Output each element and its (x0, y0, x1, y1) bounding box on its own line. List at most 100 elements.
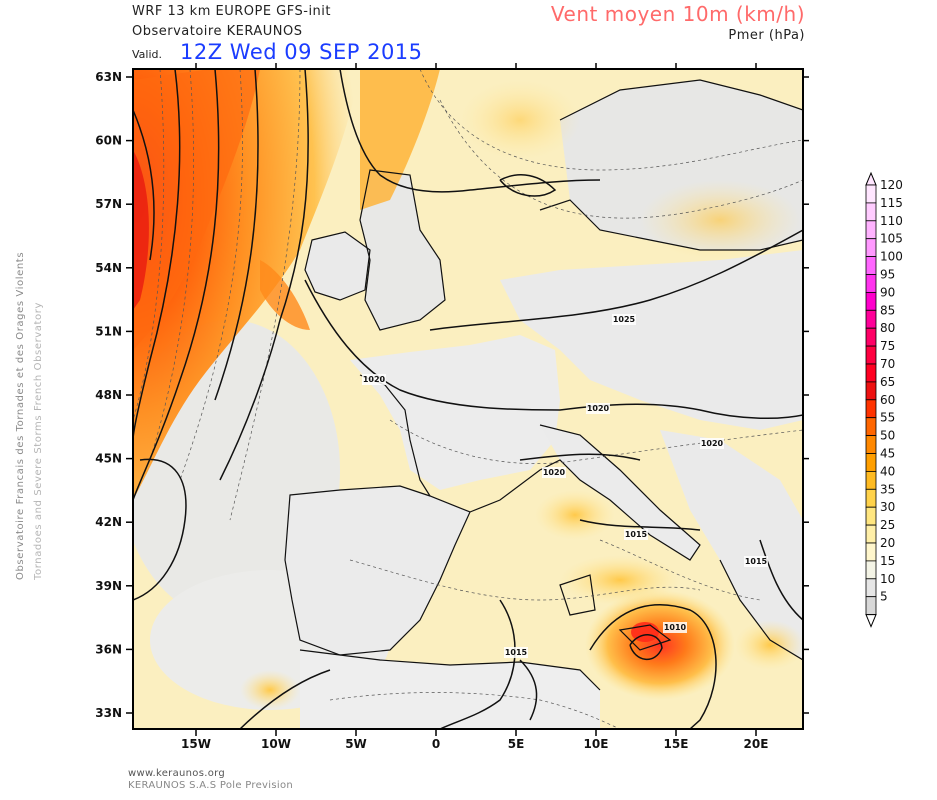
colorbar-swatch (865, 274, 877, 293)
colorbar-label: 100 (880, 250, 903, 264)
isobar-label: 1020 (587, 404, 610, 413)
colorbar-label: 120 (880, 178, 903, 192)
colorbar-swatch (865, 291, 877, 311)
colorbar-label: 70 (880, 357, 895, 371)
lon-label: 5E (508, 737, 525, 751)
colorbar-swatch (865, 363, 877, 383)
latitude-axis: 63N 60N 57N 54N 51N 48N 45N 42N 39N 36N 33N (95, 70, 809, 720)
isobar-label: 1020 (701, 439, 724, 448)
lat-label: 39N (95, 579, 122, 593)
colorbar-label: 60 (880, 393, 895, 407)
lat-label: 36N (95, 642, 122, 656)
footer-company: KERAUNOS S.A.S Pole Prevision (128, 780, 293, 791)
coastlines (284, 79, 803, 691)
colorbar-label: 45 (880, 447, 895, 461)
colorbar-label: 85 (880, 303, 895, 317)
valid-date: 12Z Wed 09 SEP 2015 (180, 40, 423, 64)
isobar-label: 1010 (664, 623, 687, 632)
colorbar-label: 50 (880, 429, 895, 443)
colorbar: 1201151101051009590858075706560555045403… (865, 171, 903, 628)
colorbar-swatch (865, 453, 877, 472)
colorbar-swatch (865, 309, 877, 329)
lat-label: 33N (95, 706, 122, 720)
colorbar-label: 55 (880, 411, 895, 425)
colorbar-swatch (865, 184, 877, 204)
colorbar-label: 30 (880, 500, 895, 514)
colorbar-label: 35 (880, 482, 895, 496)
france (350, 335, 560, 490)
colorbar-label: 5 (880, 590, 888, 604)
colorbar-swatch (865, 506, 877, 526)
colorbar-label: 115 (880, 196, 903, 210)
lat-label: 57N (95, 197, 122, 211)
colorbar-swatch (865, 381, 877, 401)
colorbar-label: 110 (880, 214, 903, 228)
lon-label: 0 (432, 737, 440, 751)
lat-label: 54N (95, 261, 122, 275)
lat-label: 51N (95, 324, 122, 338)
colorbar-bottom-arrow (865, 614, 877, 628)
isobar-label: 1015 (745, 557, 768, 566)
isobar-label: 1020 (543, 468, 566, 477)
lon-label: 10E (584, 737, 609, 751)
lat-label: 63N (95, 70, 122, 84)
colorbar-label: 10 (880, 572, 895, 586)
colorbar-label: 40 (880, 464, 895, 478)
colorbar-label: 25 (880, 518, 895, 532)
longitude-axis: 15W 10W 5W 0 5E 10E 15E 20E (181, 63, 768, 751)
lat-label: 60N (95, 134, 122, 148)
balkans (660, 430, 803, 660)
italy (540, 425, 700, 560)
iberia (285, 486, 470, 655)
isobar-labels: 1025 1020 1020 1020 1020 1015 1015 1015 … (362, 314, 768, 658)
field-title: Vent moyen 10m (km/h) (550, 2, 805, 26)
central-europe (500, 250, 803, 430)
colorbar-swatch (865, 542, 877, 562)
colorbar-swatch (865, 470, 877, 490)
lon-label: 15E (664, 737, 689, 751)
colorbar-swatch (865, 417, 877, 437)
colorbar-swatch (865, 596, 877, 616)
lon-label: 10W (261, 737, 291, 751)
colorbar-swatch (865, 345, 877, 365)
colorbar-swatch (865, 202, 877, 222)
isobar-label: 1015 (505, 648, 528, 657)
minor-isobars (133, 69, 803, 729)
lat-label: 48N (95, 388, 122, 402)
lat-label: 42N (95, 515, 122, 529)
colorbar-swatch (865, 435, 877, 454)
model-title: WRF 13 km EUROPE GFS-init (132, 4, 332, 19)
colorbar-swatch (865, 399, 877, 419)
colorbar-label: 105 (880, 232, 903, 246)
map-frame (132, 68, 804, 730)
colorbar-top-arrow (865, 171, 877, 186)
lon-label: 5W (345, 737, 367, 751)
colorbar-label: 65 (880, 375, 895, 389)
isobar-label: 1025 (613, 315, 636, 324)
major-isobars (133, 69, 803, 729)
isobar-label: 1020 (363, 375, 386, 384)
isobar-label: 1015 (625, 530, 648, 539)
colorbar-swatch (865, 488, 877, 508)
great-britain (360, 170, 445, 330)
colorbar-label: 20 (880, 536, 895, 550)
colorbar-label: 95 (880, 268, 895, 282)
colorbar-swatch (865, 524, 877, 544)
lat-label: 45N (95, 452, 122, 466)
observatory-name: Observatoire KERAUNOS (132, 24, 303, 39)
footer-url: www.keraunos.org (128, 768, 226, 779)
colorbar-swatch (865, 327, 877, 347)
colorbar-label: 80 (880, 321, 895, 335)
colorbar-label: 75 (880, 339, 895, 353)
valid-label: Valid. (132, 48, 163, 61)
ireland (305, 232, 370, 300)
colorbar-swatch (865, 220, 877, 240)
field-subtitle: Pmer (hPa) (728, 28, 805, 43)
colorbar-swatch (865, 256, 877, 275)
colorbar-swatch (865, 238, 877, 257)
north-africa (300, 650, 600, 729)
colorbar-swatch (865, 560, 877, 580)
lon-label: 20E (744, 737, 769, 751)
colorbar-swatch (865, 578, 877, 598)
